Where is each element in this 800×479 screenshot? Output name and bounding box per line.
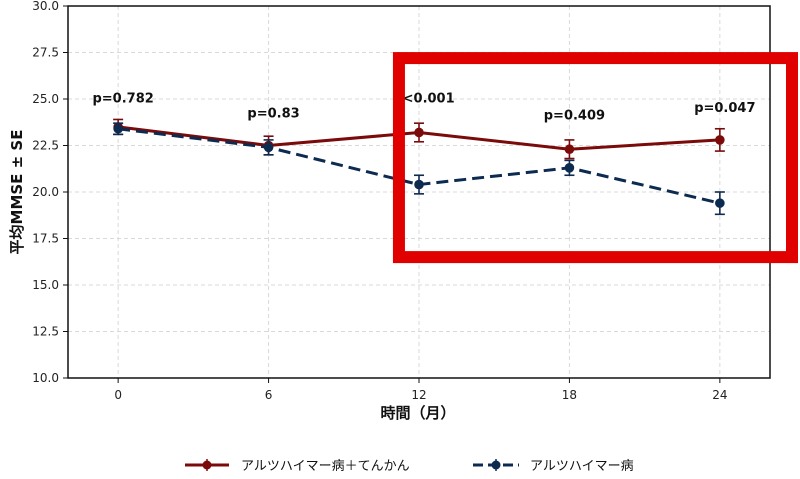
series-0: [113, 118, 725, 160]
p-value-annotations: p=0.782 p=0.83 p<0.001 p=0.409 p=0.047: [92, 92, 755, 124]
x-tick-label-2: 12: [411, 388, 426, 402]
y-tick-label-8: 30.0: [32, 0, 59, 13]
data-point-1-3: [564, 163, 575, 173]
y-tick-label-3: 17.5: [32, 232, 59, 246]
data-point-0-3: [564, 144, 575, 155]
p-value-4: p=0.047: [694, 101, 755, 116]
legend-label-ad: アルツハイマー病: [530, 459, 634, 474]
data-point-1-4: [715, 198, 725, 208]
y-tick-label-1: 12.5: [32, 325, 59, 339]
y-tick-label-6: 25.0: [32, 92, 59, 106]
x-tick-label-0: 0: [114, 388, 122, 402]
x-tick-label-1: 6: [265, 388, 273, 402]
legend: アルツハイマー病＋てんかん アルツハイマー病: [185, 459, 634, 474]
x-ticks: 0 6 12 18 24: [114, 378, 727, 402]
legend-entry-ad-epilepsy: アルツハイマー病＋てんかん: [185, 459, 410, 474]
x-tick-label-3: 18: [562, 388, 577, 402]
y-tick-label-7: 27.5: [32, 46, 59, 60]
data-point-0-2: [414, 127, 424, 138]
y-axis-label: 平均MMSE ± SE: [8, 130, 26, 255]
p-value-0: p=0.782: [92, 92, 153, 107]
legend-label-ad-epilepsy: アルツハイマー病＋てんかん: [241, 459, 410, 474]
data-point-1-1: [263, 142, 274, 153]
series-1: [113, 122, 725, 216]
p-value-1: p=0.83: [247, 107, 299, 122]
y-tick-label-5: 22.5: [32, 139, 59, 153]
data-point-1-2: [414, 179, 424, 190]
p-value-2: p<0.001: [393, 92, 454, 107]
p-value-3: p=0.409: [544, 108, 605, 123]
highlight-rectangle: [392, 52, 798, 264]
data-point-1-0: [113, 123, 123, 134]
data-point-0-4: [715, 135, 725, 145]
legend-entry-ad: アルツハイマー病: [473, 459, 634, 474]
y-tick-label-2: 15.0: [32, 278, 59, 292]
x-tick-label-4: 24: [712, 388, 727, 402]
x-axis-label: 時間（月）: [380, 404, 455, 422]
series: [113, 118, 725, 216]
highlight-box: [392, 52, 798, 264]
y-tick-label-0: 10.0: [32, 371, 59, 385]
y-tick-label-4: 20.0: [32, 185, 59, 199]
y-ticks: 10.0 12.5 15.0 17.5 20.0 22.5 25.0 27.5 30.0: [32, 0, 68, 385]
